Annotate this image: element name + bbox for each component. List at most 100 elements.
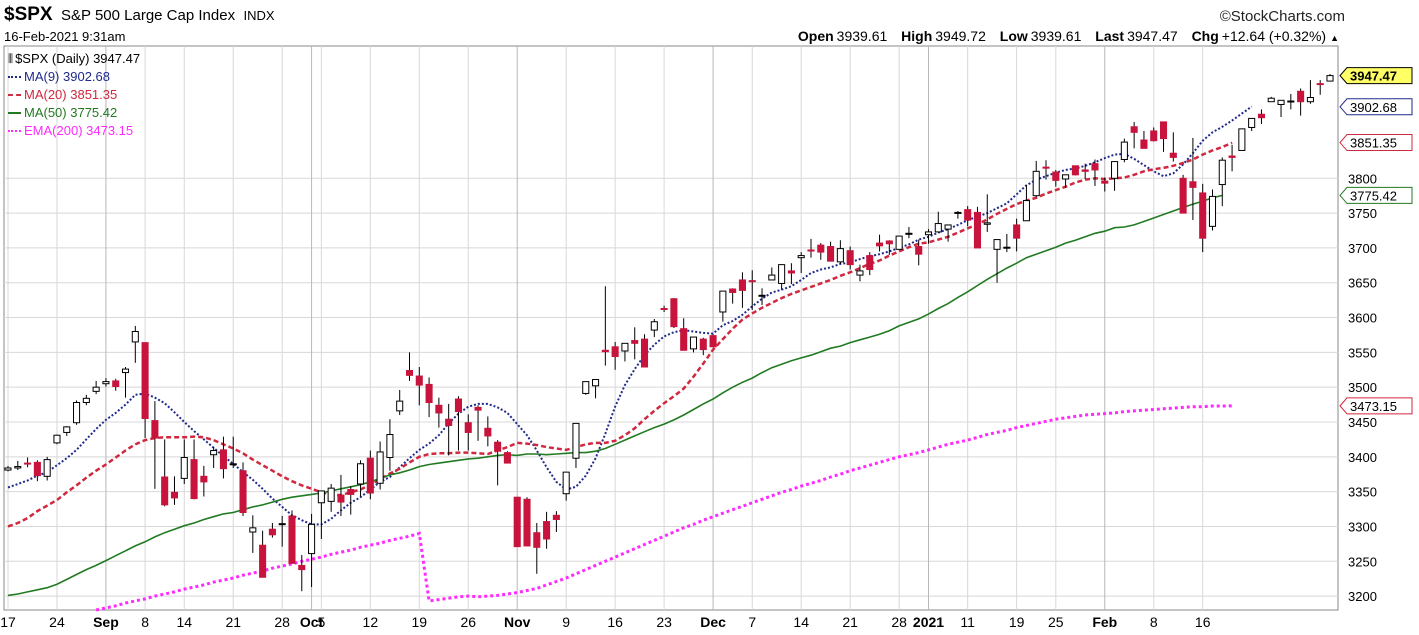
x-tick-label: 17 — [0, 614, 16, 630]
candle-body — [1218, 159, 1226, 186]
candle-body — [699, 338, 707, 351]
up-triangle-icon: ▲ — [1330, 33, 1339, 43]
candle-body — [317, 490, 325, 504]
ema200-swatch-icon — [8, 130, 21, 132]
candle-body — [523, 498, 531, 547]
x-tick-label: 16 — [1195, 614, 1211, 630]
candle-body — [924, 231, 933, 236]
candle-body — [1062, 174, 1070, 180]
legend-text: MA(20) 3851.35 — [24, 87, 118, 102]
candle-body — [611, 346, 619, 358]
candle-body — [866, 255, 874, 271]
candle-body — [53, 434, 61, 444]
y-tick-label: 3400 — [1348, 450, 1377, 465]
candle-body — [905, 232, 913, 235]
candle-body — [846, 250, 854, 266]
price-tag-label: 3775.42 — [1350, 188, 1397, 203]
candle-body — [131, 330, 139, 343]
x-tick-label: 14 — [793, 614, 809, 630]
y-tick-label: 3700 — [1348, 241, 1377, 256]
legend-text: MA(50) 3775.42 — [24, 105, 118, 120]
y-tick-label: 3200 — [1348, 589, 1377, 604]
x-tick-label: Feb — [1092, 614, 1117, 630]
candle-body — [82, 397, 90, 404]
candle-body — [249, 527, 257, 533]
legend-item-ma9: MA(9) 3902.68 — [8, 68, 140, 86]
x-tick-label: 24 — [49, 614, 65, 630]
candle-body — [454, 398, 462, 413]
x-tick-label: 11 — [960, 614, 975, 630]
exchange: INDX — [243, 8, 275, 23]
x-tick-label: 21 — [225, 614, 241, 630]
candle-body — [298, 564, 306, 571]
candle-body — [268, 528, 276, 536]
candle-body — [347, 489, 355, 495]
symbol: $SPX — [4, 4, 53, 25]
y-tick-label: 3350 — [1348, 485, 1377, 500]
candle-body — [778, 264, 786, 284]
candle-body — [474, 406, 482, 411]
candle-body — [1228, 155, 1236, 158]
candle-body — [1179, 177, 1187, 214]
x-tick-label: 14 — [176, 614, 192, 630]
x-tick-label: 8 — [1150, 614, 1158, 630]
candle-body — [876, 242, 884, 247]
candle-body — [1071, 165, 1079, 176]
candle-body — [288, 515, 296, 564]
candle-body — [1248, 117, 1256, 128]
ma9-swatch-icon — [8, 76, 21, 78]
candle-body — [934, 223, 942, 233]
y-tick-label: 3600 — [1348, 311, 1377, 326]
candle-body — [680, 328, 688, 351]
y-tick-label: 3750 — [1348, 206, 1377, 221]
chg-value: +12.64 (+0.32%) — [1221, 28, 1327, 44]
x-tick-label: 9 — [562, 614, 570, 630]
candle-body — [1208, 195, 1217, 227]
open-label: Open — [797, 28, 834, 44]
candle-body — [1003, 246, 1011, 249]
price-tag — [1339, 186, 1413, 204]
candle-body — [719, 290, 727, 313]
candle-body — [210, 450, 218, 456]
x-tick-label: 23 — [656, 614, 672, 630]
y-tick-label: 3500 — [1348, 380, 1377, 395]
index-name: S&P 500 Large Cap Index — [61, 7, 236, 24]
candle-body — [1140, 139, 1148, 149]
legend-item-ema200: EMA(200) 3473.15 — [8, 122, 140, 140]
price-tag-label: 3473.15 — [1350, 399, 1397, 414]
candle-body — [1287, 100, 1295, 103]
candle-body — [445, 418, 453, 426]
candle-body — [993, 239, 1001, 250]
plot-area — [3, 45, 1339, 611]
candle-body — [24, 462, 32, 465]
candle-body — [308, 523, 316, 555]
candle-body — [503, 452, 511, 464]
candle-body — [200, 475, 208, 483]
candle-body — [944, 224, 952, 230]
legend-text: EMA(200) 3473.15 — [24, 123, 134, 138]
candle-body — [1032, 170, 1040, 197]
x-tick-label: 5 — [317, 614, 325, 630]
candle-body — [915, 246, 923, 255]
candle-body — [738, 279, 746, 291]
candle-body — [366, 457, 374, 494]
x-tick-label: 26 — [460, 614, 476, 630]
price-tag — [1339, 67, 1413, 85]
candle-body — [964, 209, 972, 221]
x-tick-label: 28 — [891, 614, 907, 630]
price-tag — [1339, 134, 1413, 152]
x-tick-label: 21 — [842, 614, 858, 630]
price-tag-label: 3851.35 — [1350, 136, 1397, 151]
candle-body — [631, 340, 639, 344]
candle-body — [582, 381, 590, 394]
candle-body — [660, 308, 668, 311]
candle-body — [552, 514, 560, 520]
brand-label[interactable]: ©StockCharts.com — [1219, 8, 1345, 25]
candle-body — [1297, 90, 1305, 103]
candle-body — [435, 404, 443, 414]
candle-body — [278, 523, 286, 526]
last-value: 3947.47 — [1127, 28, 1178, 44]
candle-body — [709, 335, 717, 348]
date-label: 16-Feb-2021 9:31am — [4, 29, 126, 44]
series-line-ma9 — [7, 105, 1253, 526]
